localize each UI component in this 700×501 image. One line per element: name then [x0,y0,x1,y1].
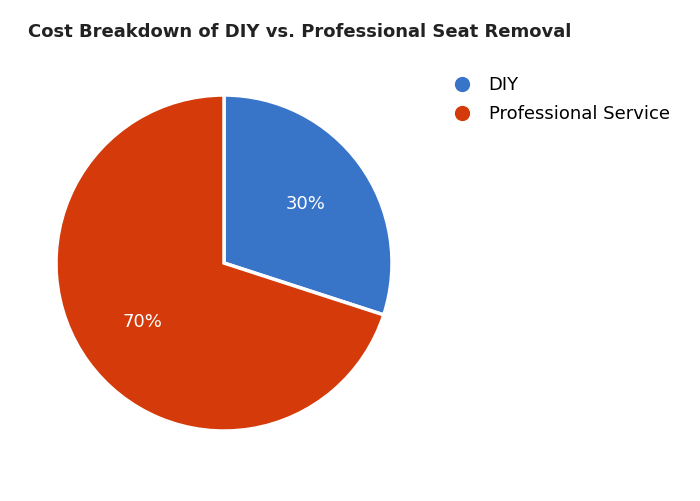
Wedge shape [56,95,384,431]
Text: 70%: 70% [122,313,162,331]
Wedge shape [224,95,392,315]
Legend: DIY, Professional Service: DIY, Professional Service [436,69,677,130]
Text: 30%: 30% [286,195,326,213]
Text: Cost Breakdown of DIY vs. Professional Seat Removal: Cost Breakdown of DIY vs. Professional S… [28,23,571,41]
